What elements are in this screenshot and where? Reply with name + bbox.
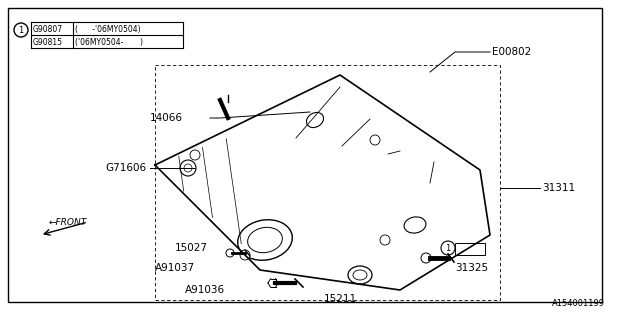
Circle shape — [370, 135, 380, 145]
Text: 15211: 15211 — [323, 294, 356, 304]
Text: E00802: E00802 — [492, 47, 531, 57]
Text: 31325: 31325 — [455, 263, 488, 273]
Circle shape — [441, 241, 455, 255]
Text: G71606: G71606 — [105, 163, 146, 173]
Circle shape — [240, 250, 250, 260]
Text: ←FRONT: ←FRONT — [49, 218, 87, 227]
Text: A91036: A91036 — [185, 285, 225, 295]
Ellipse shape — [404, 217, 426, 233]
Ellipse shape — [348, 266, 372, 284]
Text: G90807: G90807 — [33, 25, 63, 34]
Text: 1: 1 — [19, 26, 24, 35]
Text: A154001199: A154001199 — [552, 299, 605, 308]
Text: (      -'06MY0504): ( -'06MY0504) — [75, 25, 141, 34]
Circle shape — [380, 235, 390, 245]
Bar — [455, 243, 485, 255]
Text: A91037: A91037 — [155, 263, 195, 273]
Text: 31311: 31311 — [542, 183, 575, 193]
Ellipse shape — [307, 112, 324, 128]
Text: ('06MY0504-       ): ('06MY0504- ) — [75, 38, 143, 47]
Text: G90815: G90815 — [33, 38, 63, 47]
Circle shape — [421, 253, 431, 263]
Text: 14066: 14066 — [150, 113, 183, 123]
Text: 15027: 15027 — [175, 243, 208, 253]
Ellipse shape — [237, 220, 292, 260]
Text: 1: 1 — [445, 244, 451, 252]
Circle shape — [190, 150, 200, 160]
